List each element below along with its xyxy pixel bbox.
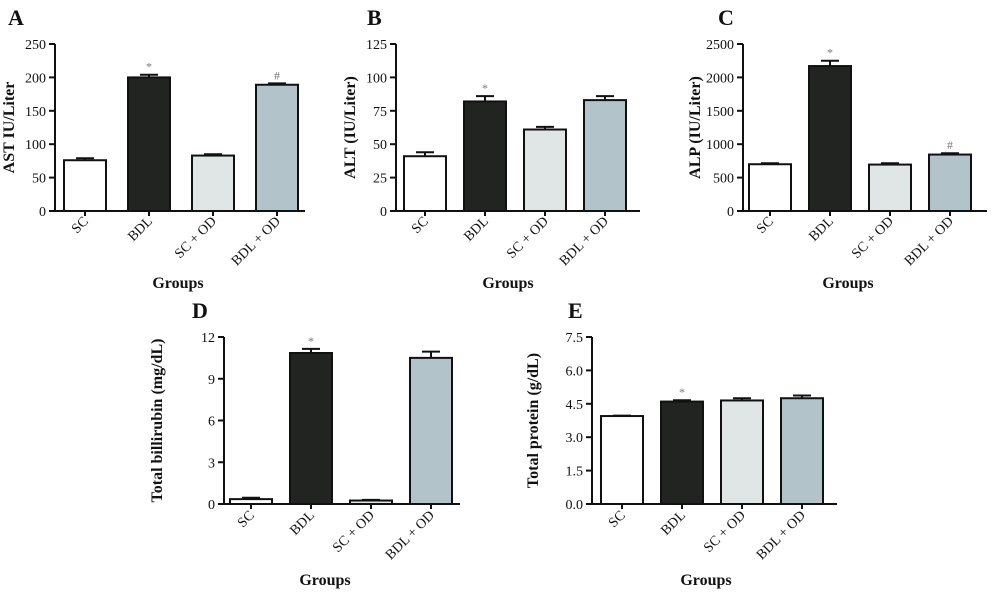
x-tick-label: SC [606, 508, 629, 531]
x-tick-label: SC [409, 214, 432, 237]
y-tick-label: 7.5 [566, 331, 584, 346]
bar [409, 356, 453, 505]
y-axis-title: Total protein (g/dL) [525, 353, 542, 488]
y-tick-label: 50 [32, 172, 46, 187]
y-tick-label: 12 [201, 331, 215, 346]
x-axis-title: Groups [482, 275, 533, 292]
significance-marker: # [947, 138, 953, 152]
significance-marker: * [827, 46, 833, 60]
x-tick-label: BDL [806, 214, 836, 244]
y-axis-title: ALT (IU/Liter) [342, 76, 359, 179]
panel-c: C ALP (IU/Liter) 0 500 1000 1500 2000 2500 SC BDL… [687, 5, 987, 292]
panel-e: E Total protein (g/dL) 0.0 1.5 3.0 4.5 6.0 7.5 S… [525, 298, 837, 589]
bar [127, 76, 171, 213]
y-tick-label: 3 [208, 456, 215, 471]
y-tick-label: 0.0 [566, 498, 584, 513]
y-tick-label: 150 [25, 105, 46, 120]
bar [780, 397, 824, 506]
x-tick-label: SC + OD [849, 214, 897, 262]
bar [928, 153, 972, 212]
y-tick-label: 200 [25, 71, 46, 86]
bar [229, 498, 273, 506]
y-tick-label: 0 [727, 205, 734, 220]
panel-letter: C [718, 5, 734, 30]
x-tick-label: SC [235, 508, 258, 531]
x-tick-label: BDL [658, 508, 688, 538]
significance-marker: * [308, 334, 314, 348]
x-tick-label: BDL [461, 214, 491, 244]
bar [660, 400, 704, 505]
significance-marker: # [274, 68, 280, 82]
bar [289, 352, 333, 506]
x-axis-title: Groups [822, 275, 873, 292]
y-tick-label: 6.0 [566, 364, 584, 379]
y-tick-label: 3.0 [566, 431, 584, 446]
x-tick-label: SC [754, 214, 777, 237]
x-tick-label: BDL [287, 508, 317, 538]
y-tick-label: 500 [713, 172, 734, 187]
y-tick-label: 1000 [706, 138, 734, 153]
bar [808, 65, 852, 212]
y-tick-label: 6 [208, 415, 215, 430]
y-tick-label: 2000 [706, 71, 734, 86]
panel-b: B ALT (IU/Liter) 0 25 50 75 100 125 SC BDL * SC + O… [342, 5, 640, 292]
y-axis-title: Total billirubin (mg/dL) [149, 339, 166, 503]
x-tick-label: SC + OD [701, 508, 749, 556]
x-tick-label: BDL + OD [902, 214, 957, 269]
bar [349, 499, 393, 506]
x-tick-label: BDL [125, 214, 155, 244]
x-axis-title: Groups [680, 572, 731, 589]
bar [600, 415, 644, 505]
y-tick-label: 125 [366, 38, 387, 53]
panel-letter: A [8, 5, 24, 30]
panel-letter: D [192, 298, 208, 323]
y-tick-label: 1.5 [566, 465, 584, 480]
bar [63, 159, 107, 212]
x-tick-label: SC [69, 214, 92, 237]
y-tick-label: 25 [373, 172, 387, 187]
significance-marker: * [679, 385, 685, 399]
y-tick-label: 75 [373, 105, 387, 120]
y-tick-label: 1500 [706, 105, 734, 120]
bar [403, 155, 447, 212]
y-axis-title: ALP (IU/Liter) [687, 76, 704, 179]
y-tick-label: 4.5 [566, 398, 584, 413]
y-tick-label: 250 [25, 38, 46, 53]
bar [191, 154, 235, 212]
y-tick-label: 2500 [706, 38, 734, 53]
y-tick-label: 100 [366, 71, 387, 86]
x-tick-label: BDL + OD [754, 508, 809, 563]
x-tick-label: BDL + OD [557, 214, 612, 269]
y-tick-label: 100 [25, 138, 46, 153]
x-tick-label: BDL + OD [383, 508, 438, 563]
x-axis-title: Groups [299, 572, 350, 589]
bar [583, 99, 627, 212]
x-tick-label: SC + OD [330, 508, 378, 556]
x-tick-label: SC + OD [172, 214, 220, 262]
panel-d: D Total billirubin (mg/dL) 0 3 6 9 12 SC BDL * SC … [149, 298, 460, 589]
y-axis-title: AST IU/Liter [1, 82, 18, 174]
bar [720, 399, 764, 505]
y-tick-label: 50 [373, 138, 387, 153]
x-axis-title: Groups [152, 275, 203, 292]
bar [523, 128, 567, 212]
panel-a: A AST IU/Liter 0 50 100 150 200 250 SC BDL * SC + O… [1, 5, 305, 292]
significance-marker: * [482, 81, 488, 95]
x-tick-label: SC + OD [504, 214, 552, 262]
bar [748, 163, 792, 213]
y-tick-label: 9 [208, 373, 215, 388]
bar [463, 100, 507, 212]
y-tick-label: 0 [39, 205, 46, 220]
bar [255, 83, 299, 212]
panel-letter: B [367, 5, 382, 30]
bar [868, 163, 912, 213]
panel-letter: E [568, 298, 583, 323]
significance-marker: * [146, 60, 152, 74]
y-tick-label: 0 [208, 498, 215, 513]
x-tick-label: BDL + OD [229, 214, 284, 269]
y-tick-label: 0 [380, 205, 387, 220]
